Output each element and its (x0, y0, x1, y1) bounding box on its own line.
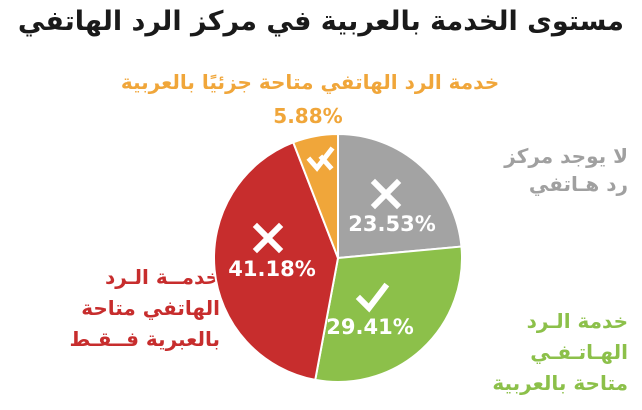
label-line: الهـاتـفـي (530, 340, 628, 364)
slice-value-label: 5.88% (273, 104, 342, 128)
label-line: متاحة بالعربية (492, 371, 628, 395)
legend-label-full-arabic: خدمة الـرد الهـاتـفـي متاحة بالعربية (400, 306, 628, 399)
label-line: خدمــة الـرد (104, 265, 220, 289)
check-icon (355, 282, 390, 313)
pie-slice (337, 132, 463, 260)
pie-slice (314, 245, 463, 383)
slice-value-label: 23.53% (348, 212, 435, 236)
slice-value-label: 29.41% (326, 315, 413, 339)
label-line: لا يوجد مركز (504, 144, 628, 168)
cross-icon (252, 222, 284, 254)
slice-value-label: 41.18% (228, 257, 315, 281)
label-line: خدمة الـرد (526, 309, 628, 333)
legend-label-no-call-center: لا يوجد مركز رد هـاتفي (438, 142, 628, 198)
legend-label-partial-arabic: خدمة الرد الهاتفي متاحة جزئيًا بالعربية (110, 70, 510, 94)
label-line: رد هـاتفي (528, 172, 628, 196)
cross-icon (370, 178, 402, 210)
pie-slice (213, 141, 340, 382)
partial-check-icon (306, 146, 335, 172)
label-line: الهاتفي متاحة (81, 296, 220, 320)
legend-label-hebrew-only: خدمــة الـرد الهاتفي متاحة بالعبرية فــق… (20, 262, 220, 355)
label-line: خدمة الرد الهاتفي متاحة جزئيًا بالعربية (120, 70, 500, 94)
label-line: بالعبرية فــقـط (69, 327, 220, 351)
chart-title: مستوى الخدمة بالعربية في مركز الرد الهات… (17, 6, 624, 37)
